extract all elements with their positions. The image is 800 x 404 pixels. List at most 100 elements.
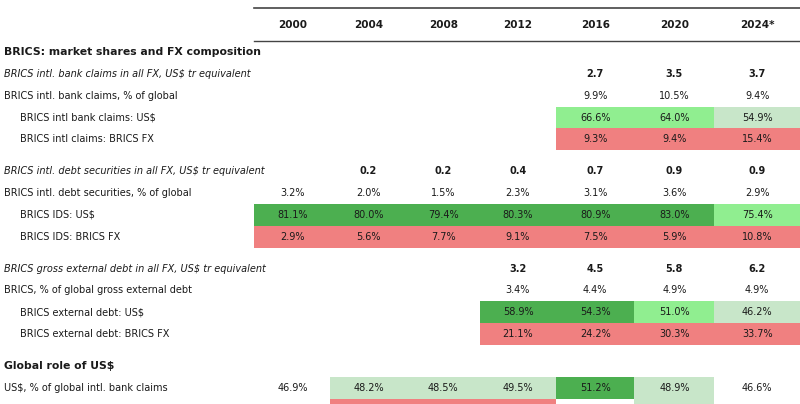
- Text: 30.3%: 30.3%: [659, 329, 690, 339]
- Bar: [634, 399, 714, 404]
- Bar: [480, 323, 556, 345]
- Text: 3.1%: 3.1%: [583, 188, 607, 198]
- Text: BRICS intl bank claims: US$: BRICS intl bank claims: US$: [20, 113, 156, 122]
- Bar: [556, 377, 634, 399]
- Bar: [556, 107, 634, 128]
- Text: 2.7: 2.7: [586, 69, 604, 79]
- Text: 4.9%: 4.9%: [662, 286, 686, 295]
- Text: 5.9%: 5.9%: [662, 232, 686, 242]
- Text: 0.2: 0.2: [434, 166, 452, 176]
- Text: 0.7: 0.7: [586, 166, 604, 176]
- Bar: [254, 204, 330, 226]
- Text: 1.5%: 1.5%: [431, 188, 455, 198]
- Text: 48.2%: 48.2%: [353, 383, 384, 393]
- Bar: [480, 301, 556, 323]
- Bar: [714, 226, 800, 248]
- Bar: [330, 204, 406, 226]
- Text: 3.2: 3.2: [510, 264, 526, 274]
- Bar: [714, 323, 800, 345]
- Bar: [634, 301, 714, 323]
- Text: 15.4%: 15.4%: [742, 135, 773, 144]
- Text: 54.9%: 54.9%: [742, 113, 773, 122]
- Text: 2012: 2012: [503, 20, 533, 29]
- Text: 3.6%: 3.6%: [662, 188, 686, 198]
- Text: 79.4%: 79.4%: [428, 210, 458, 220]
- Bar: [714, 128, 800, 150]
- Text: 2024*: 2024*: [740, 20, 774, 29]
- Text: 4.5: 4.5: [586, 264, 604, 274]
- Text: 10.8%: 10.8%: [742, 232, 773, 242]
- Bar: [406, 399, 480, 404]
- Bar: [634, 107, 714, 128]
- Text: 54.3%: 54.3%: [580, 307, 610, 317]
- Text: 64.0%: 64.0%: [659, 113, 690, 122]
- Bar: [634, 377, 714, 399]
- Text: BRICS external debt: US$: BRICS external debt: US$: [20, 307, 144, 317]
- Bar: [254, 226, 330, 248]
- Bar: [480, 399, 556, 404]
- Bar: [556, 323, 634, 345]
- Text: 7.7%: 7.7%: [431, 232, 455, 242]
- Bar: [330, 377, 406, 399]
- Text: 46.2%: 46.2%: [742, 307, 773, 317]
- Bar: [714, 204, 800, 226]
- Text: 0.4: 0.4: [510, 166, 526, 176]
- Bar: [480, 377, 556, 399]
- Text: 2016: 2016: [581, 20, 610, 29]
- Text: 2020: 2020: [660, 20, 689, 29]
- Text: BRICS intl. debt securities in all FX, US$ tr equivalent: BRICS intl. debt securities in all FX, U…: [4, 166, 265, 176]
- Text: 5.6%: 5.6%: [356, 232, 381, 242]
- Text: 2008: 2008: [429, 20, 458, 29]
- Text: 9.9%: 9.9%: [583, 91, 607, 101]
- Bar: [480, 226, 556, 248]
- Text: 2.9%: 2.9%: [280, 232, 305, 242]
- Bar: [406, 377, 480, 399]
- Bar: [634, 323, 714, 345]
- Text: 4.4%: 4.4%: [583, 286, 607, 295]
- Bar: [714, 107, 800, 128]
- Text: 6.2: 6.2: [749, 264, 766, 274]
- Bar: [406, 204, 480, 226]
- Bar: [556, 226, 634, 248]
- Bar: [406, 226, 480, 248]
- Text: 7.5%: 7.5%: [583, 232, 607, 242]
- Text: 46.9%: 46.9%: [277, 383, 308, 393]
- Bar: [714, 301, 800, 323]
- Text: 2004: 2004: [354, 20, 383, 29]
- Text: BRICS, % of global gross external debt: BRICS, % of global gross external debt: [4, 286, 192, 295]
- Text: BRICS external debt: BRICS FX: BRICS external debt: BRICS FX: [20, 329, 170, 339]
- Text: 80.3%: 80.3%: [502, 210, 534, 220]
- Text: 46.6%: 46.6%: [742, 383, 773, 393]
- Bar: [634, 204, 714, 226]
- Bar: [330, 399, 406, 404]
- Text: 48.9%: 48.9%: [659, 383, 690, 393]
- Text: 3.5: 3.5: [666, 69, 683, 79]
- Text: BRICS intl. bank claims in all FX, US$ tr equivalent: BRICS intl. bank claims in all FX, US$ t…: [4, 69, 250, 79]
- Text: BRICS IDS: US$: BRICS IDS: US$: [20, 210, 95, 220]
- Text: 33.7%: 33.7%: [742, 329, 773, 339]
- Text: 3.4%: 3.4%: [506, 286, 530, 295]
- Text: BRICS intl. debt securities, % of global: BRICS intl. debt securities, % of global: [4, 188, 191, 198]
- Text: 5.8: 5.8: [666, 264, 683, 274]
- Text: 3.7: 3.7: [749, 69, 766, 79]
- Text: 75.4%: 75.4%: [742, 210, 773, 220]
- Text: 3.2%: 3.2%: [280, 188, 305, 198]
- Text: 2.0%: 2.0%: [356, 188, 381, 198]
- Text: BRICS gross external debt in all FX, US$ tr equivalent: BRICS gross external debt in all FX, US$…: [4, 264, 266, 274]
- Text: 9.3%: 9.3%: [583, 135, 607, 144]
- Text: 0.2: 0.2: [360, 166, 377, 176]
- Text: 9.4%: 9.4%: [662, 135, 686, 144]
- Bar: [556, 301, 634, 323]
- Text: 81.1%: 81.1%: [277, 210, 308, 220]
- Text: BRICS intl claims: BRICS FX: BRICS intl claims: BRICS FX: [20, 135, 154, 144]
- Text: 9.1%: 9.1%: [506, 232, 530, 242]
- Text: 24.2%: 24.2%: [580, 329, 610, 339]
- Text: 51.2%: 51.2%: [580, 383, 610, 393]
- Text: 2000: 2000: [278, 20, 307, 29]
- Bar: [556, 204, 634, 226]
- Text: 9.4%: 9.4%: [745, 91, 770, 101]
- Bar: [634, 128, 714, 150]
- Text: 83.0%: 83.0%: [659, 210, 690, 220]
- Text: 4.9%: 4.9%: [745, 286, 770, 295]
- Bar: [480, 204, 556, 226]
